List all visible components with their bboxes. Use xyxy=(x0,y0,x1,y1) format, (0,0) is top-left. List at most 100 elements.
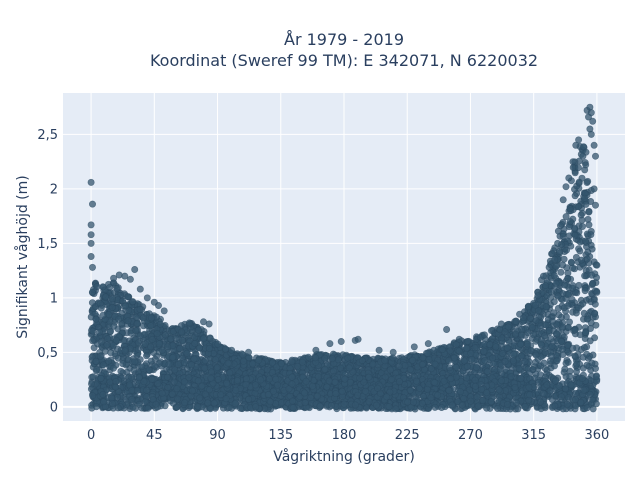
data-point xyxy=(588,280,596,288)
data-point xyxy=(564,323,572,331)
data-point xyxy=(133,320,141,328)
data-point xyxy=(561,281,569,289)
data-point xyxy=(528,323,536,331)
data-points xyxy=(87,103,601,413)
data-point xyxy=(532,301,540,309)
data-point xyxy=(164,343,172,351)
data-point xyxy=(96,352,104,360)
data-point xyxy=(161,331,169,339)
data-point xyxy=(108,303,116,311)
data-point xyxy=(93,365,101,373)
data-point xyxy=(425,355,433,363)
data-point xyxy=(178,336,186,344)
data-point xyxy=(517,352,525,360)
data-point xyxy=(580,309,588,317)
data-point xyxy=(480,347,488,355)
data-point xyxy=(511,330,519,338)
data-point xyxy=(191,339,199,347)
data-point xyxy=(575,178,583,186)
data-point xyxy=(573,360,581,368)
data-point xyxy=(472,363,480,371)
data-point xyxy=(560,255,568,263)
data-point xyxy=(546,387,554,395)
data-point xyxy=(99,361,107,369)
data-point xyxy=(255,356,263,364)
data-point xyxy=(547,335,555,343)
data-point xyxy=(177,322,185,330)
data-point xyxy=(156,320,164,328)
data-point xyxy=(547,288,555,296)
data-point xyxy=(492,343,500,351)
data-point xyxy=(345,364,353,372)
data-point xyxy=(147,357,155,365)
data-point xyxy=(89,337,97,345)
data-point xyxy=(427,365,435,373)
data-point xyxy=(541,348,549,356)
data-point xyxy=(124,317,132,325)
data-point xyxy=(504,323,512,331)
data-point xyxy=(92,315,100,323)
data-point xyxy=(409,356,417,364)
data-point xyxy=(591,310,599,318)
data-point xyxy=(577,256,585,264)
data-point xyxy=(222,345,230,353)
data-point xyxy=(566,205,574,213)
data-point xyxy=(501,358,509,366)
data-point xyxy=(112,336,120,344)
data-point xyxy=(107,327,115,335)
data-point xyxy=(560,304,568,312)
data-point xyxy=(125,337,133,345)
data-point xyxy=(576,247,584,255)
data-point xyxy=(553,330,561,338)
data-point xyxy=(212,356,220,364)
data-point xyxy=(171,366,179,374)
data-point xyxy=(169,353,177,361)
data-point xyxy=(501,328,509,336)
data-point xyxy=(559,261,567,269)
data-point xyxy=(581,328,589,336)
data-point xyxy=(554,304,562,312)
data-point xyxy=(572,367,580,375)
data-point xyxy=(467,349,475,357)
data-point xyxy=(554,292,562,300)
data-point xyxy=(550,309,558,317)
data-point xyxy=(147,314,155,322)
data-point xyxy=(510,350,518,358)
data-point xyxy=(147,343,155,351)
data-point xyxy=(581,287,589,295)
data-point xyxy=(503,344,511,352)
data-point xyxy=(541,282,549,290)
data-point xyxy=(569,284,577,292)
data-point xyxy=(134,345,142,353)
data-point xyxy=(110,322,118,330)
data-point xyxy=(298,358,306,366)
data-point xyxy=(122,302,130,310)
data-point xyxy=(101,347,109,355)
data-point xyxy=(486,340,494,348)
data-point xyxy=(483,367,491,375)
data-point xyxy=(468,355,476,363)
data-point xyxy=(571,192,579,200)
data-point xyxy=(110,364,118,372)
data-point xyxy=(386,366,394,374)
data-point xyxy=(88,299,96,307)
data-point xyxy=(566,372,574,380)
data-point xyxy=(418,360,426,368)
data-point xyxy=(381,357,389,365)
data-point xyxy=(336,364,344,372)
data-point xyxy=(328,355,336,363)
data-point xyxy=(559,345,567,353)
data-point xyxy=(545,326,553,334)
data-point xyxy=(587,198,595,206)
data-point xyxy=(553,357,561,365)
data-point xyxy=(201,364,209,372)
data-point xyxy=(334,356,342,364)
data-point xyxy=(550,298,558,306)
data-point xyxy=(344,354,352,362)
data-point xyxy=(213,363,221,371)
data-point xyxy=(225,403,233,411)
data-point xyxy=(571,231,579,239)
data-point xyxy=(571,326,579,334)
data-point xyxy=(151,362,159,370)
